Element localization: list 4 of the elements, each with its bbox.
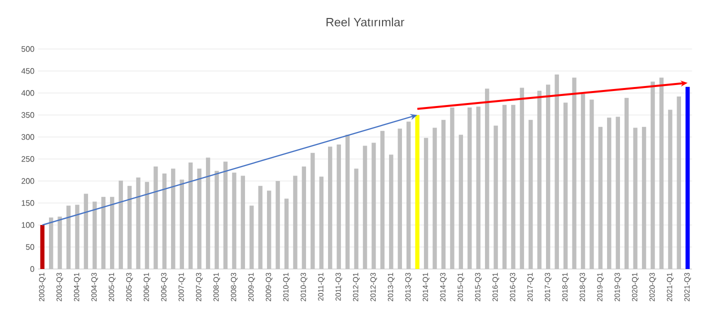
- bar: [40, 225, 44, 269]
- bar: [686, 86, 690, 269]
- chart-title: Reel Yatırımlar: [326, 18, 404, 26]
- bar: [415, 115, 420, 269]
